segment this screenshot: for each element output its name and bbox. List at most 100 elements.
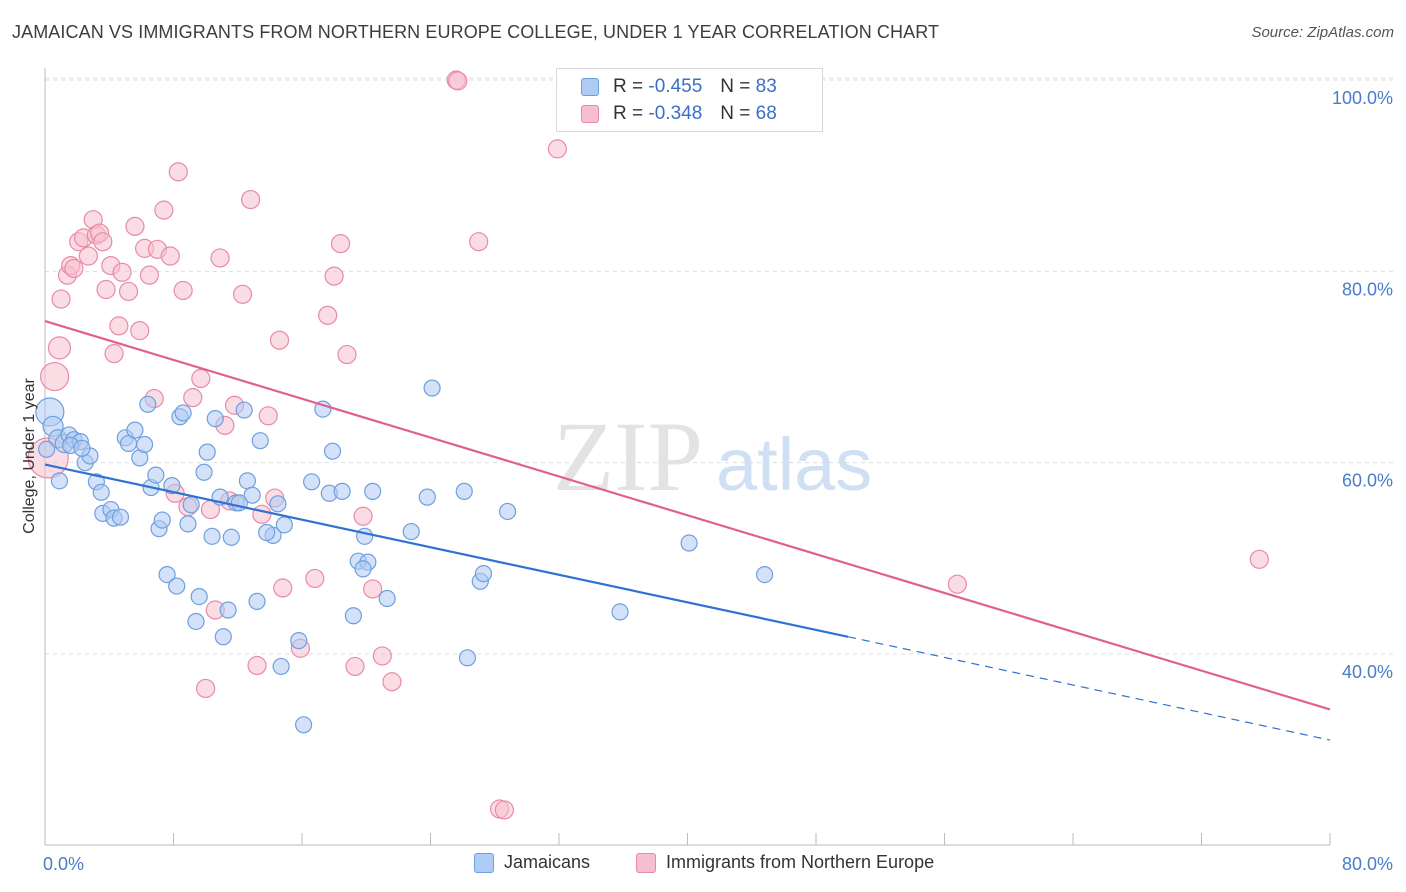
jamaicans-point (214, 628, 232, 646)
y-tick-label: 100.0% (1332, 88, 1393, 108)
legend-n-value: 68 (755, 103, 777, 124)
y-tick-label: 60.0% (1342, 471, 1393, 491)
legend-r-label: R = (613, 76, 644, 97)
jamaicans-point (378, 589, 396, 608)
immigrants-point (330, 233, 351, 254)
immigrants-point (337, 344, 357, 365)
jamaicans-point (203, 527, 221, 545)
jamaicans-point (248, 592, 266, 610)
jamaicans-point (423, 379, 441, 397)
immigrants-point (93, 232, 113, 252)
immigrants-point (173, 280, 193, 301)
immigrants-point (269, 330, 290, 350)
source-credit: Source: ZipAtlas.com (1251, 24, 1394, 41)
watermark: ZIP atlas (553, 401, 872, 512)
jamaicans-point (168, 577, 186, 595)
jamaicans-point (38, 440, 56, 458)
chart-title: JAMAICAN VS IMMIGRANTS FROM NORTHERN EUR… (12, 22, 940, 42)
jamaicans-point (153, 511, 171, 529)
jamaicans-point (243, 486, 261, 504)
immigrants-point (210, 248, 230, 268)
immigrants-point (109, 316, 129, 336)
series-immigrants-points (27, 70, 1269, 820)
trend-lines (44, 320, 1331, 741)
jamaicans-point (238, 472, 256, 490)
immigrants-point (168, 162, 188, 182)
immigrants-point (241, 189, 261, 210)
series-legend: Jamaicans Immigrants from Northern Europ… (0, 852, 1406, 878)
jamaicans-point (269, 495, 287, 513)
jamaicans-point (135, 435, 154, 454)
immigrants-point (96, 279, 116, 300)
jamaicans-point (73, 439, 91, 457)
immigrants-point (247, 655, 267, 676)
immigrants-point (183, 388, 203, 408)
jamaicans-point (126, 421, 144, 439)
immigrants-point (363, 579, 383, 599)
jamaicans-point (356, 527, 374, 545)
immigrants-point (196, 678, 216, 699)
trend-line-jamaicans-extension (847, 636, 1331, 741)
jamaicans-point (111, 508, 130, 526)
immigrants-point (273, 578, 293, 598)
jamaicans-point (190, 587, 208, 606)
immigrants-point (372, 646, 392, 666)
immigrants-point (47, 336, 72, 360)
immigrants-point (252, 504, 272, 524)
immigrants-point (382, 672, 402, 692)
x-tick-label: 80.0% (1342, 854, 1393, 874)
immigrants-point (64, 258, 84, 279)
legend-item-jamaicans: Jamaicans (474, 852, 590, 873)
trend-line-immigrants (44, 320, 1331, 711)
jamaicans-point (50, 472, 69, 490)
legend-row-jamaicans: R = -0.455 N = 83 (581, 75, 777, 99)
jamaicans-point (235, 401, 253, 419)
jamaicans-point (418, 488, 436, 506)
series-jamaicans-points (35, 379, 774, 734)
legend-r-value: -0.455 (648, 76, 703, 97)
immigrants-point (112, 262, 132, 282)
jamaicans-point (333, 482, 351, 500)
jamaicans-point (275, 516, 293, 534)
jamaicans-point (474, 565, 493, 583)
legend-r-value: -0.348 (648, 103, 703, 124)
watermark-zip: ZIP (553, 401, 703, 512)
jamaicans-point (272, 657, 290, 676)
correlation-legend: R = -0.455 N = 83 R = -0.348 N = 68 (556, 68, 823, 132)
immigrants-point (448, 71, 468, 91)
jamaicans-point (182, 496, 200, 514)
jamaicans-point (158, 565, 176, 584)
tick-labels: 40.0% 60.0% 80.0% 100.0% 0.0% 80.0% (43, 88, 1393, 874)
jamaicans-point (314, 400, 332, 418)
legend-label-jamaicans: Jamaicans (504, 852, 591, 872)
immigrants-point (258, 406, 278, 426)
immigrants-point (353, 506, 373, 526)
jamaicans-point (455, 482, 473, 500)
immigrants-point (547, 139, 567, 159)
immigrants-point (160, 246, 180, 266)
jamaicans-point (611, 603, 629, 621)
jamaicans-point (198, 443, 216, 461)
jamaicans-point (251, 432, 269, 450)
immigrants-point (78, 246, 98, 266)
jamaicans-point (222, 528, 240, 546)
immigrants-point (1249, 549, 1269, 569)
jamaicans-point (295, 716, 313, 734)
legend-n-label: N = (720, 103, 751, 124)
immigrants-point (324, 266, 344, 286)
jamaicans-point (303, 473, 321, 491)
immigrants-point (494, 800, 514, 820)
jamaicans-point (179, 515, 197, 533)
jamaicans-point (258, 523, 276, 542)
immigrants-point (40, 361, 70, 392)
legend-swatch-pink (581, 105, 599, 123)
jamaicans-point (755, 565, 774, 584)
legend-row-immigrants: R = -0.348 N = 68 (581, 102, 777, 126)
immigrants-point (191, 368, 211, 389)
jamaicans-point (499, 502, 517, 521)
jamaicans-point (139, 395, 157, 413)
jamaicans-point (680, 534, 698, 552)
immigrants-point (130, 321, 150, 341)
jamaicans-point (458, 649, 477, 667)
